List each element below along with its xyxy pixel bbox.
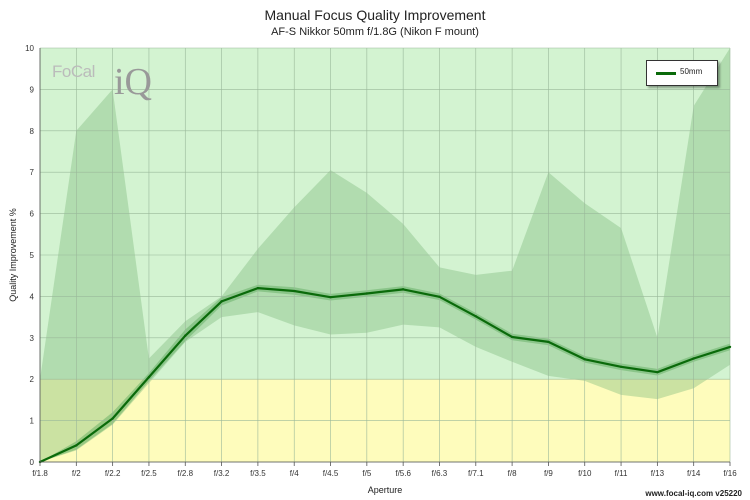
data-point — [583, 358, 586, 361]
x-tick-label: f/5.6 — [395, 469, 411, 478]
y-tick-label: 10 — [25, 44, 34, 53]
x-tick-label: f/2.2 — [105, 469, 121, 478]
data-point — [656, 370, 659, 374]
focal-iq-logo: FoCal iQ — [52, 61, 177, 114]
data-point — [329, 296, 332, 299]
data-point — [619, 365, 623, 368]
x-tick-label: f/1.8 — [32, 469, 48, 478]
data-point — [510, 335, 514, 339]
chart-legend: 50mm — [646, 60, 718, 86]
chart-subtitle: AF-S Nikkor 50mm f/1.8G (Nikon F mount) — [271, 26, 479, 38]
data-point — [220, 300, 223, 303]
logo-iq-mark: iQ — [114, 61, 152, 103]
x-tick-label: f/2.8 — [177, 469, 193, 478]
x-axis-label: Aperture — [368, 485, 403, 495]
y-tick-label: 0 — [30, 458, 35, 467]
data-point — [147, 375, 151, 379]
data-point — [111, 417, 114, 420]
x-tick-label: f/14 — [687, 469, 701, 478]
x-tick-label: f/5 — [362, 469, 371, 478]
y-tick-label: 8 — [30, 127, 35, 136]
legend-swatch — [656, 72, 676, 75]
y-tick-label: 5 — [30, 251, 35, 260]
data-point — [692, 357, 695, 360]
x-tick-label: f/11 — [615, 469, 628, 478]
x-tick-label: f/6.3 — [432, 469, 448, 478]
y-tick-label: 1 — [30, 417, 35, 426]
x-tick-label: f/2 — [72, 469, 81, 478]
y-tick-label: 2 — [30, 375, 35, 384]
data-point — [474, 315, 477, 318]
data-point — [256, 286, 260, 290]
series-line-50mm — [39, 287, 731, 464]
x-tick-label: f/13 — [651, 469, 665, 478]
legend-label: 50mm — [680, 67, 703, 76]
x-tick-label: f/9 — [544, 469, 553, 478]
x-tick-label: f/4 — [290, 469, 299, 478]
logo-text: FoCal — [52, 62, 95, 81]
x-tick-label: f/2.5 — [141, 469, 157, 478]
credit-text: www.focal-iq.com v25220 — [645, 489, 742, 498]
x-tick-label: f/3.2 — [214, 469, 230, 478]
y-axis-label: Quality Improvement % — [8, 208, 18, 302]
x-tick-label: f/3.5 — [250, 469, 266, 478]
data-point — [438, 295, 441, 299]
data-point — [293, 289, 296, 293]
data-point — [401, 288, 405, 291]
x-tick-label: f/16 — [723, 469, 737, 478]
x-tick-label: f/4.5 — [323, 469, 339, 478]
y-tick-label: 4 — [30, 292, 35, 301]
data-point — [184, 334, 187, 337]
data-point — [728, 345, 732, 349]
y-tick-label: 3 — [30, 334, 35, 343]
chart-title: Manual Focus Quality Improvement — [264, 7, 486, 23]
x-tick-label: f/8 — [508, 469, 517, 478]
data-point — [547, 340, 550, 344]
y-tick-label: 9 — [30, 85, 35, 94]
x-tick-label: f/7.1 — [468, 469, 484, 478]
y-tick-label: 6 — [30, 210, 35, 219]
y-tick-label: 7 — [30, 168, 35, 177]
data-point — [75, 444, 78, 447]
data-point — [365, 292, 369, 295]
x-tick-label: f/10 — [578, 469, 592, 478]
